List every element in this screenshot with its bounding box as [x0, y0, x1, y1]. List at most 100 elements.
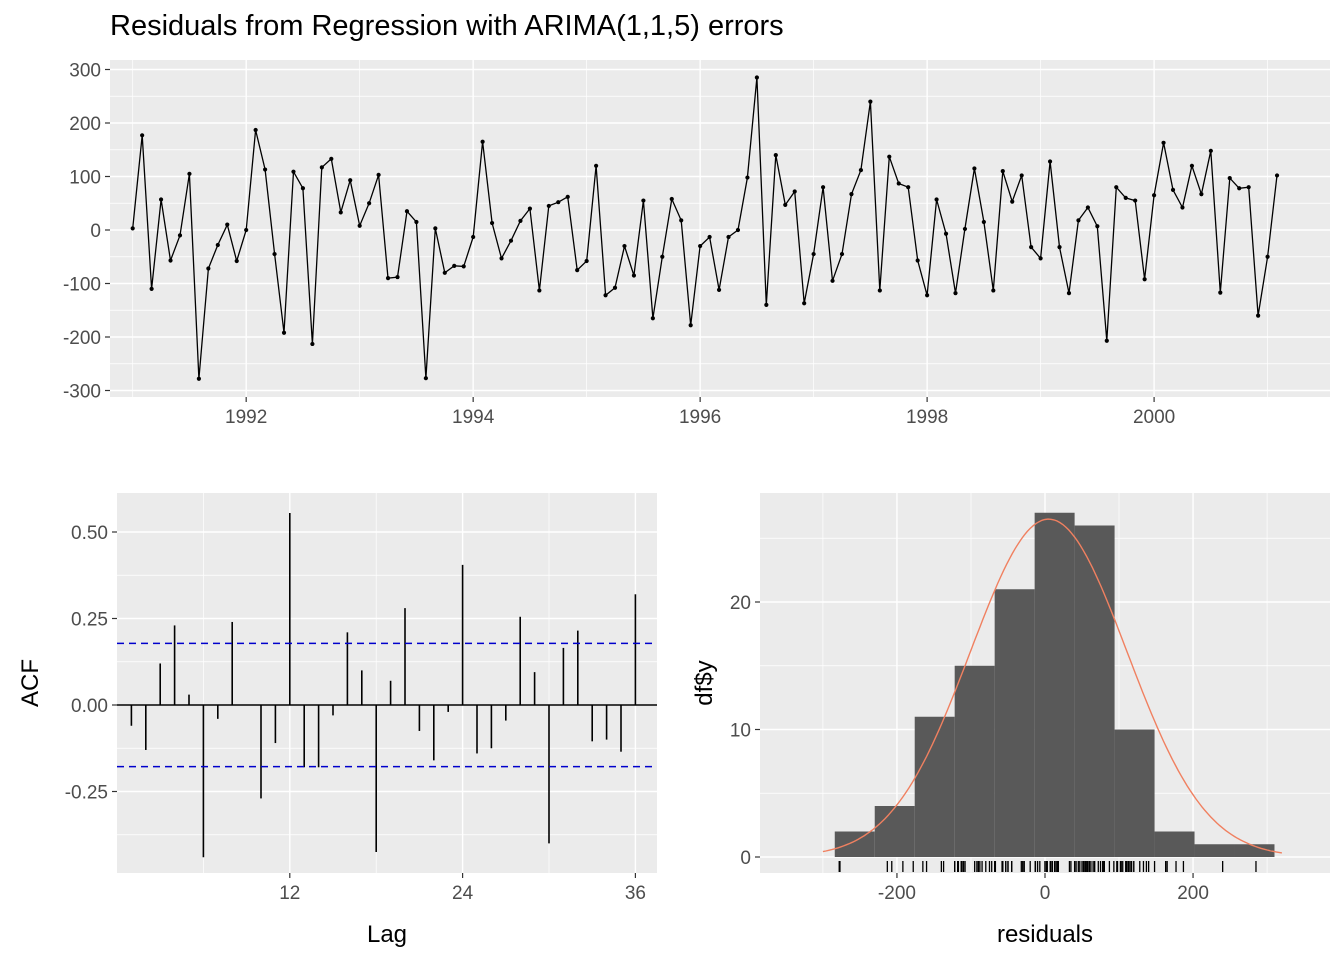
acf-y-tick-label: 0.50: [71, 523, 108, 544]
residual-point: [357, 223, 362, 228]
residual-point: [1085, 205, 1090, 210]
residual-point: [679, 218, 684, 223]
residual-point: [385, 276, 391, 281]
residual-point: [244, 227, 249, 233]
residual-point: [149, 286, 154, 291]
chart-title: Residuals from Regression with ARIMA(1,1…: [110, 10, 784, 42]
residual-point: [253, 127, 258, 133]
residual-point: [158, 197, 164, 202]
residual-point: [584, 258, 589, 264]
histogram-bar: [1114, 729, 1155, 857]
residual-series-x-tick-label: 1998: [906, 407, 948, 428]
residual-point: [764, 302, 769, 307]
residual-point: [177, 233, 183, 238]
acf-x-axis-title: Lag: [367, 921, 407, 948]
residual-point: [168, 258, 173, 263]
histogram-bar: [834, 831, 875, 857]
residual-point: [300, 186, 306, 191]
residual-point: [442, 270, 447, 275]
residual-point: [716, 287, 722, 293]
residual-point: [735, 227, 741, 233]
residual-point: [906, 185, 911, 190]
residual-point: [1180, 205, 1185, 210]
acf-y-axis-title: ACF: [17, 659, 44, 707]
residual-point: [650, 316, 655, 321]
residual-point: [896, 181, 901, 186]
histogram-bar: [1034, 512, 1075, 857]
residual-point: [1265, 254, 1270, 259]
residual-point: [877, 288, 882, 293]
histogram-bar: [1074, 525, 1115, 857]
residual-point: [943, 231, 949, 236]
histogram-bar: [954, 665, 995, 857]
residual-series-y-tick-label: 200: [69, 114, 101, 135]
residual-point: [1114, 185, 1119, 190]
residual-point: [1019, 173, 1024, 178]
histogram-x-tick-label: 0: [1040, 883, 1051, 904]
residual-point: [953, 291, 958, 296]
residual-series-panel-bg: [110, 60, 1330, 397]
histogram-bar: [994, 589, 1035, 857]
residual-point: [915, 258, 920, 263]
residual-series-line: [132, 77, 1278, 379]
residual-series-y-tick-label: -300: [63, 382, 101, 403]
residual-point: [972, 166, 977, 171]
residual-series-y-tick-label: 100: [69, 168, 101, 189]
residual-point: [1047, 159, 1053, 164]
residual-point: [1000, 169, 1005, 174]
residual-point: [688, 323, 693, 328]
residual-point: [1057, 245, 1062, 250]
residual-point: [1208, 148, 1213, 153]
residual-point: [130, 226, 135, 231]
histogram-bar: [1154, 831, 1195, 857]
acf-x-tick-label: 36: [625, 883, 646, 904]
residual-point: [991, 288, 996, 293]
residual-point: [669, 196, 674, 202]
residual-point: [281, 330, 287, 335]
residual-point: [452, 263, 457, 268]
residual-point: [1029, 245, 1034, 250]
residual-point: [631, 273, 637, 278]
residual-point: [707, 234, 712, 240]
residual-point: [508, 238, 514, 243]
residual-point: [338, 210, 343, 215]
residual-point: [641, 198, 646, 203]
residual-series-y-tick-label: -100: [63, 275, 101, 296]
residual-point: [319, 165, 324, 170]
residual-point: [433, 226, 438, 231]
residual-point: [414, 219, 419, 225]
residual-point: [575, 268, 580, 273]
acf-y-tick-label: 0.00: [71, 696, 108, 717]
acf-y-tick-label: -0.25: [65, 783, 108, 804]
residual-point: [792, 189, 797, 194]
residual-point: [830, 278, 835, 283]
residual-point: [1256, 313, 1261, 318]
residual-point: [499, 256, 504, 261]
residual-point: [556, 200, 561, 205]
histogram-x-axis-title: residuals: [997, 921, 1093, 948]
residual-point: [1066, 291, 1072, 296]
residual-point: [546, 203, 551, 209]
residual-point: [527, 206, 533, 211]
residual-point: [348, 178, 353, 183]
residual-point: [1151, 193, 1157, 198]
residual-point: [225, 222, 230, 227]
histogram-y-tick-label: 10: [730, 721, 751, 742]
residual-series-y-tick-label: 300: [69, 61, 101, 82]
residual-point: [773, 153, 778, 158]
residual-point: [206, 266, 211, 271]
residual-series-x-tick-label: 1994: [452, 407, 495, 428]
histogram-bar: [874, 806, 915, 857]
residual-point: [603, 293, 608, 298]
residual-point: [480, 139, 485, 144]
acf-x-tick-label: 12: [279, 883, 300, 904]
residual-point: [272, 251, 277, 257]
residual-point: [849, 192, 854, 197]
residual-point: [802, 301, 807, 306]
residual-point: [622, 243, 627, 249]
residual-point: [1246, 185, 1251, 190]
residual-point: [537, 288, 542, 293]
residual-point: [518, 218, 523, 224]
residual-series-x-tick-label: 1992: [225, 407, 267, 428]
